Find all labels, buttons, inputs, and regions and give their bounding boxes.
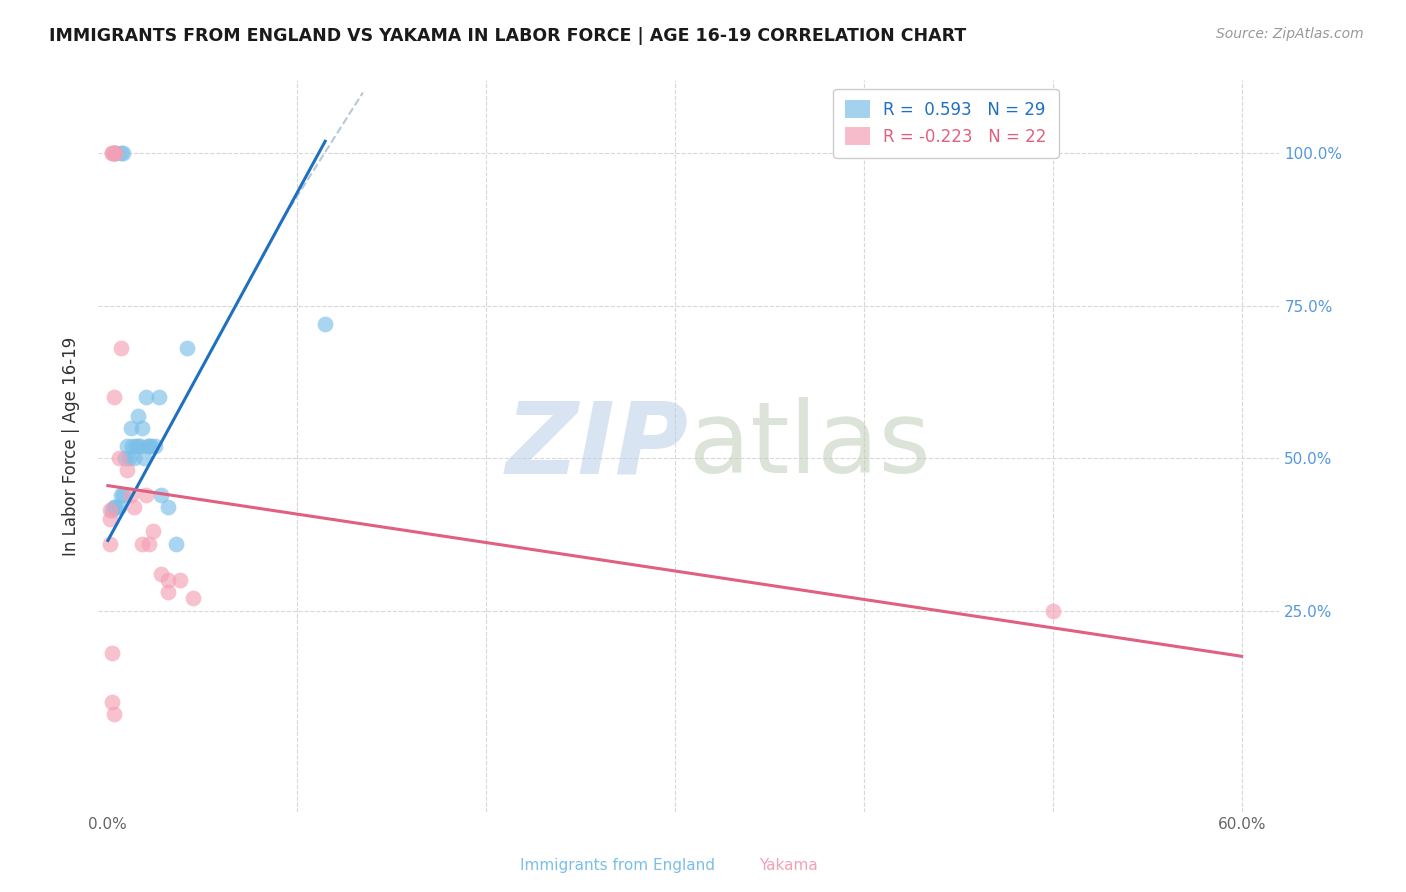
- Point: [138, 439, 160, 453]
- Point: [149, 567, 172, 582]
- Point: [108, 451, 131, 466]
- Point: [157, 500, 180, 514]
- Point: [136, 439, 159, 453]
- Point: [111, 488, 134, 502]
- Point: [120, 488, 142, 502]
- Point: [141, 439, 163, 453]
- Point: [114, 451, 136, 466]
- Point: [104, 146, 127, 161]
- Legend: R =  0.593   N = 29, R = -0.223   N = 22: R = 0.593 N = 29, R = -0.223 N = 22: [834, 88, 1059, 158]
- Point: [98, 503, 121, 517]
- Point: [149, 488, 172, 502]
- Point: [104, 146, 127, 161]
- Point: [132, 451, 155, 466]
- Point: [131, 536, 153, 550]
- Point: [142, 524, 165, 539]
- Point: [115, 463, 138, 477]
- Point: [125, 439, 148, 453]
- Point: [124, 451, 146, 466]
- Point: [100, 146, 122, 161]
- Point: [157, 573, 180, 587]
- Point: [135, 488, 157, 502]
- Point: [127, 439, 149, 453]
- Point: [157, 585, 180, 599]
- Point: [103, 146, 125, 161]
- Point: [110, 146, 132, 161]
- Point: [120, 421, 142, 435]
- Point: [103, 707, 125, 722]
- Point: [100, 646, 122, 660]
- Point: [104, 500, 127, 514]
- Point: [138, 536, 160, 550]
- Text: atlas: atlas: [689, 398, 931, 494]
- Point: [103, 500, 125, 514]
- Point: [135, 390, 157, 404]
- Point: [111, 146, 134, 161]
- Point: [127, 409, 149, 423]
- Text: Immigrants from England: Immigrants from England: [520, 858, 716, 872]
- Point: [121, 439, 143, 453]
- Point: [176, 342, 198, 356]
- Point: [100, 146, 122, 161]
- Text: IMMIGRANTS FROM ENGLAND VS YAKAMA IN LABOR FORCE | AGE 16-19 CORRELATION CHART: IMMIGRANTS FROM ENGLAND VS YAKAMA IN LAB…: [49, 27, 966, 45]
- Point: [1042, 604, 1064, 618]
- Text: Source: ZipAtlas.com: Source: ZipAtlas.com: [1216, 27, 1364, 41]
- Point: [124, 500, 146, 514]
- Point: [115, 439, 138, 453]
- Text: Yakama: Yakama: [759, 858, 818, 872]
- Point: [118, 451, 141, 466]
- Point: [108, 500, 131, 514]
- Point: [104, 146, 127, 161]
- Text: ZIP: ZIP: [506, 398, 689, 494]
- Point: [129, 439, 152, 453]
- Point: [110, 488, 132, 502]
- Point: [169, 573, 191, 587]
- Point: [181, 591, 204, 606]
- Point: [314, 317, 336, 331]
- Point: [98, 536, 121, 550]
- Point: [131, 421, 153, 435]
- Point: [165, 536, 187, 550]
- Point: [98, 512, 121, 526]
- Y-axis label: In Labor Force | Age 16-19: In Labor Force | Age 16-19: [62, 336, 80, 556]
- Point: [110, 342, 132, 356]
- Point: [143, 439, 166, 453]
- Point: [100, 695, 122, 709]
- Point: [100, 503, 122, 517]
- Point: [148, 390, 170, 404]
- Point: [103, 390, 125, 404]
